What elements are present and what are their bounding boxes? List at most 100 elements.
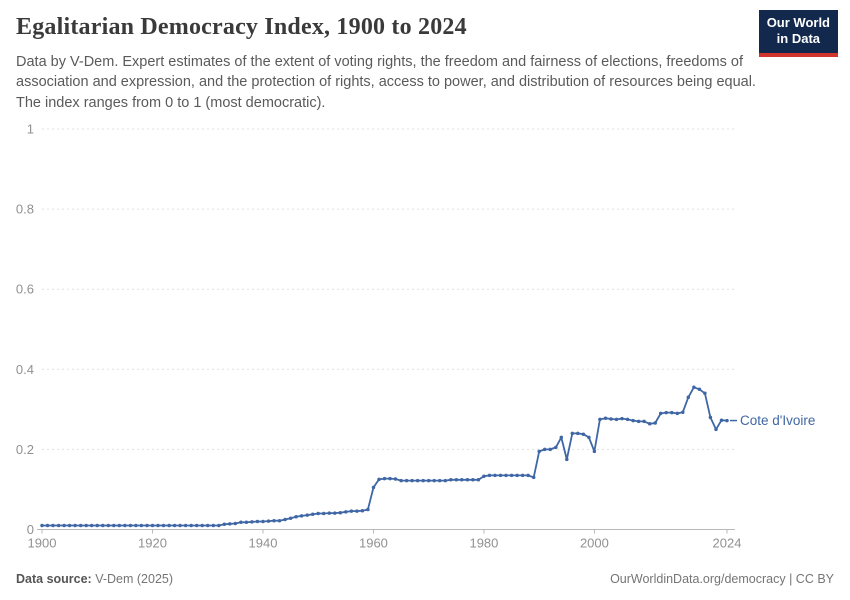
data-point[interactable] (554, 445, 558, 450)
series-entity-label[interactable]: Cote d'Ivoire (740, 413, 815, 428)
data-point[interactable] (161, 523, 166, 528)
data-point[interactable] (548, 447, 552, 452)
data-point[interactable] (382, 476, 387, 481)
data-point[interactable] (327, 511, 332, 515)
data-point[interactable] (128, 523, 133, 528)
data-point[interactable] (515, 473, 519, 478)
data-point[interactable] (493, 473, 497, 478)
owid-logo[interactable]: Our World in Data (758, 10, 838, 57)
data-point[interactable] (194, 523, 199, 528)
data-point[interactable] (609, 417, 613, 421)
data-point[interactable] (708, 415, 713, 420)
data-point[interactable] (266, 519, 271, 523)
data-point[interactable] (67, 523, 72, 528)
data-point[interactable] (404, 478, 409, 483)
data-point[interactable] (349, 509, 354, 513)
data-point[interactable] (156, 523, 160, 528)
data-point[interactable] (189, 523, 193, 528)
data-point[interactable] (658, 411, 663, 416)
data-point[interactable] (321, 511, 326, 516)
data-point[interactable] (200, 523, 204, 528)
data-point[interactable] (134, 523, 138, 528)
data-point[interactable] (277, 518, 282, 523)
data-point[interactable] (399, 478, 403, 483)
data-point[interactable] (228, 522, 232, 526)
data-point[interactable] (56, 523, 61, 528)
data-point[interactable] (299, 514, 304, 518)
data-point[interactable] (101, 523, 105, 528)
data-point[interactable] (542, 447, 547, 452)
data-point[interactable] (150, 523, 155, 528)
data-point[interactable] (631, 418, 635, 423)
data-point[interactable] (360, 508, 365, 513)
data-point[interactable] (581, 432, 586, 436)
data-point[interactable] (84, 523, 88, 528)
data-point[interactable] (471, 478, 475, 482)
data-point[interactable] (89, 523, 94, 528)
data-point[interactable] (620, 416, 624, 421)
data-point[interactable] (415, 478, 420, 483)
data-point[interactable] (686, 395, 691, 400)
data-point[interactable] (603, 416, 608, 420)
data-point[interactable] (642, 419, 646, 424)
data-point[interactable] (432, 478, 436, 483)
data-point[interactable] (178, 523, 182, 528)
data-point[interactable] (62, 523, 66, 528)
data-point[interactable] (703, 391, 707, 396)
data-point[interactable] (239, 520, 243, 525)
data-point[interactable] (316, 511, 320, 516)
data-point[interactable] (636, 419, 641, 424)
data-point[interactable] (294, 514, 298, 519)
data-point[interactable] (559, 435, 564, 440)
data-point[interactable] (310, 512, 315, 517)
data-point[interactable] (355, 509, 359, 513)
data-point[interactable] (498, 473, 503, 478)
data-point[interactable] (537, 449, 541, 454)
data-point[interactable] (145, 523, 149, 528)
data-point[interactable] (598, 417, 602, 422)
data-point[interactable] (338, 510, 343, 515)
data-point[interactable] (410, 478, 414, 483)
data-point[interactable] (261, 519, 265, 524)
data-point[interactable] (117, 523, 122, 528)
data-point[interactable] (183, 523, 188, 528)
data-point[interactable] (106, 523, 111, 528)
data-point[interactable] (95, 523, 99, 528)
data-point[interactable] (45, 523, 50, 528)
data-point[interactable] (565, 457, 569, 462)
data-point[interactable] (482, 474, 486, 478)
data-point[interactable] (476, 478, 481, 482)
data-point[interactable] (123, 523, 127, 528)
data-point[interactable] (393, 477, 398, 481)
data-point[interactable] (675, 411, 680, 416)
data-point[interactable] (614, 417, 619, 422)
data-point[interactable] (714, 427, 718, 432)
data-point[interactable] (625, 417, 630, 422)
data-point[interactable] (653, 421, 657, 425)
data-point[interactable] (139, 523, 144, 528)
data-point[interactable] (283, 517, 287, 522)
data-point[interactable] (719, 418, 724, 422)
data-point[interactable] (681, 410, 685, 414)
data-point[interactable] (526, 473, 530, 478)
data-point[interactable] (576, 431, 580, 436)
data-point[interactable] (255, 519, 260, 524)
data-point[interactable] (388, 476, 392, 481)
data-point[interactable] (377, 477, 381, 482)
data-point[interactable] (222, 522, 227, 527)
data-point[interactable] (449, 478, 453, 482)
data-point[interactable] (112, 523, 116, 528)
data-point[interactable] (51, 523, 55, 528)
data-point[interactable] (509, 473, 514, 478)
data-point[interactable] (205, 523, 210, 528)
data-point[interactable] (305, 513, 309, 517)
data-point[interactable] (725, 418, 729, 423)
data-point[interactable] (670, 410, 674, 415)
data-point[interactable] (437, 478, 442, 483)
data-point[interactable] (172, 523, 177, 528)
data-point[interactable] (40, 523, 44, 528)
data-point[interactable] (272, 518, 276, 523)
data-point[interactable] (233, 521, 238, 526)
data-point[interactable] (531, 475, 536, 480)
data-point[interactable] (664, 410, 668, 415)
